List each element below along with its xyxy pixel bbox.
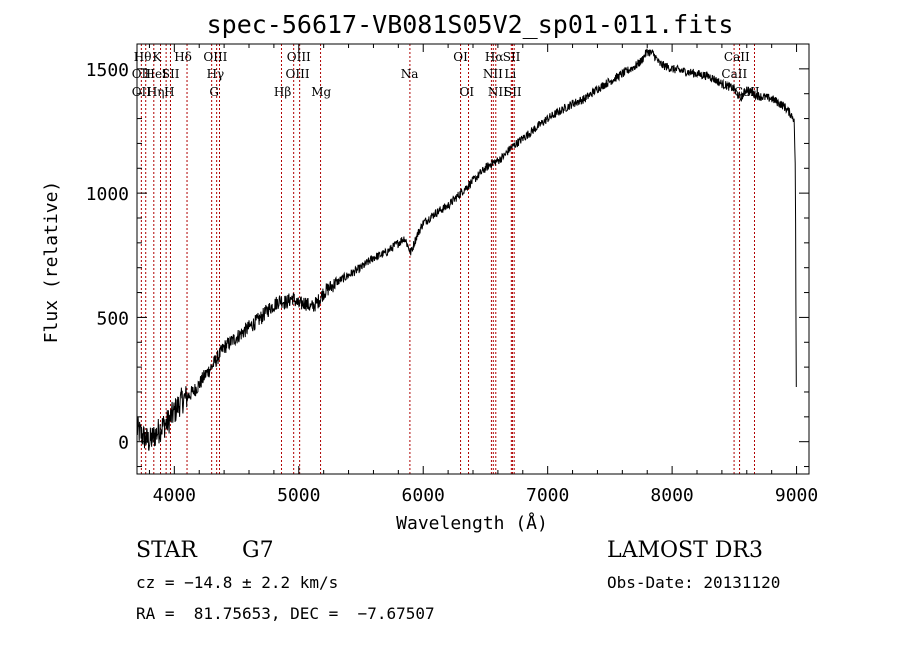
obs-date: Obs-Date: 20131120 bbox=[607, 573, 781, 592]
line-label-26: SII bbox=[504, 85, 522, 99]
x-axis-label: Wavelength (Å) bbox=[396, 512, 548, 534]
line-label-21: G bbox=[209, 85, 219, 99]
line-label-2: Hδ bbox=[174, 50, 192, 64]
x-tick-label-9000: 9000 bbox=[775, 485, 818, 506]
line-label-14: Na bbox=[401, 67, 419, 81]
line-label-23: Mg bbox=[311, 85, 331, 99]
x-tick-label-8000: 8000 bbox=[650, 485, 693, 506]
line-label-11: SII bbox=[162, 67, 180, 81]
line-label-22: Hβ bbox=[274, 85, 291, 99]
line-label-17: CaII bbox=[721, 67, 747, 81]
line-label-24: OI bbox=[459, 85, 474, 99]
line-label-13: OIII bbox=[286, 67, 310, 81]
x-tick-label-4000: 4000 bbox=[153, 485, 196, 506]
line-label-7: SII bbox=[503, 50, 521, 64]
object-subclass: G7 bbox=[242, 538, 274, 563]
object-class: STAR bbox=[136, 538, 197, 563]
line-label-10: HeI bbox=[145, 67, 168, 81]
velocity-readout: cz = −14.8 ± 2.2 km/s bbox=[136, 573, 339, 592]
y-tick-label-1500: 1500 bbox=[86, 60, 129, 81]
x-tick-label-7000: 7000 bbox=[526, 485, 569, 506]
line-label-15: NII bbox=[483, 67, 503, 81]
y-axis-label: Flux (relative) bbox=[41, 181, 62, 344]
spectrum-line bbox=[136, 48, 797, 451]
line-label-0: Hθ bbox=[134, 50, 152, 64]
emission-line-markers bbox=[140, 44, 755, 474]
line-label-3: OIII bbox=[203, 50, 227, 64]
y-axis: 0 500 1000 1500 bbox=[86, 60, 809, 468]
x-tick-label-5000: 5000 bbox=[277, 485, 320, 506]
y-tick-label-0: 0 bbox=[118, 433, 129, 454]
x-tick-label-6000: 6000 bbox=[402, 485, 445, 506]
line-label-5: OI bbox=[453, 50, 468, 64]
coordinates: RA = 81.75653, DEC = −7.67507 bbox=[136, 604, 435, 623]
line-label-6: Hα bbox=[485, 50, 504, 64]
y-tick-label-500: 500 bbox=[96, 308, 129, 329]
line-label-25: NII bbox=[488, 85, 508, 99]
y-tick-label-1000: 1000 bbox=[86, 184, 129, 205]
line-label-8: CaII bbox=[724, 50, 750, 64]
line-label-16: Li bbox=[504, 67, 516, 81]
plot-frame bbox=[136, 43, 810, 475]
line-label-1: K bbox=[152, 50, 162, 64]
x-axis: 4000 5000 6000 7000 8000 9000 bbox=[148, 44, 818, 506]
survey-name: LAMOST DR3 bbox=[607, 538, 763, 563]
line-label-4: OIII bbox=[287, 50, 311, 64]
chart-title: spec-56617-VB081S05V2_sp01-011.fits bbox=[207, 10, 734, 39]
line-label-20: H bbox=[164, 85, 174, 99]
line-label-12: Hγ bbox=[207, 67, 225, 81]
line-label-19: Hη bbox=[147, 85, 165, 99]
